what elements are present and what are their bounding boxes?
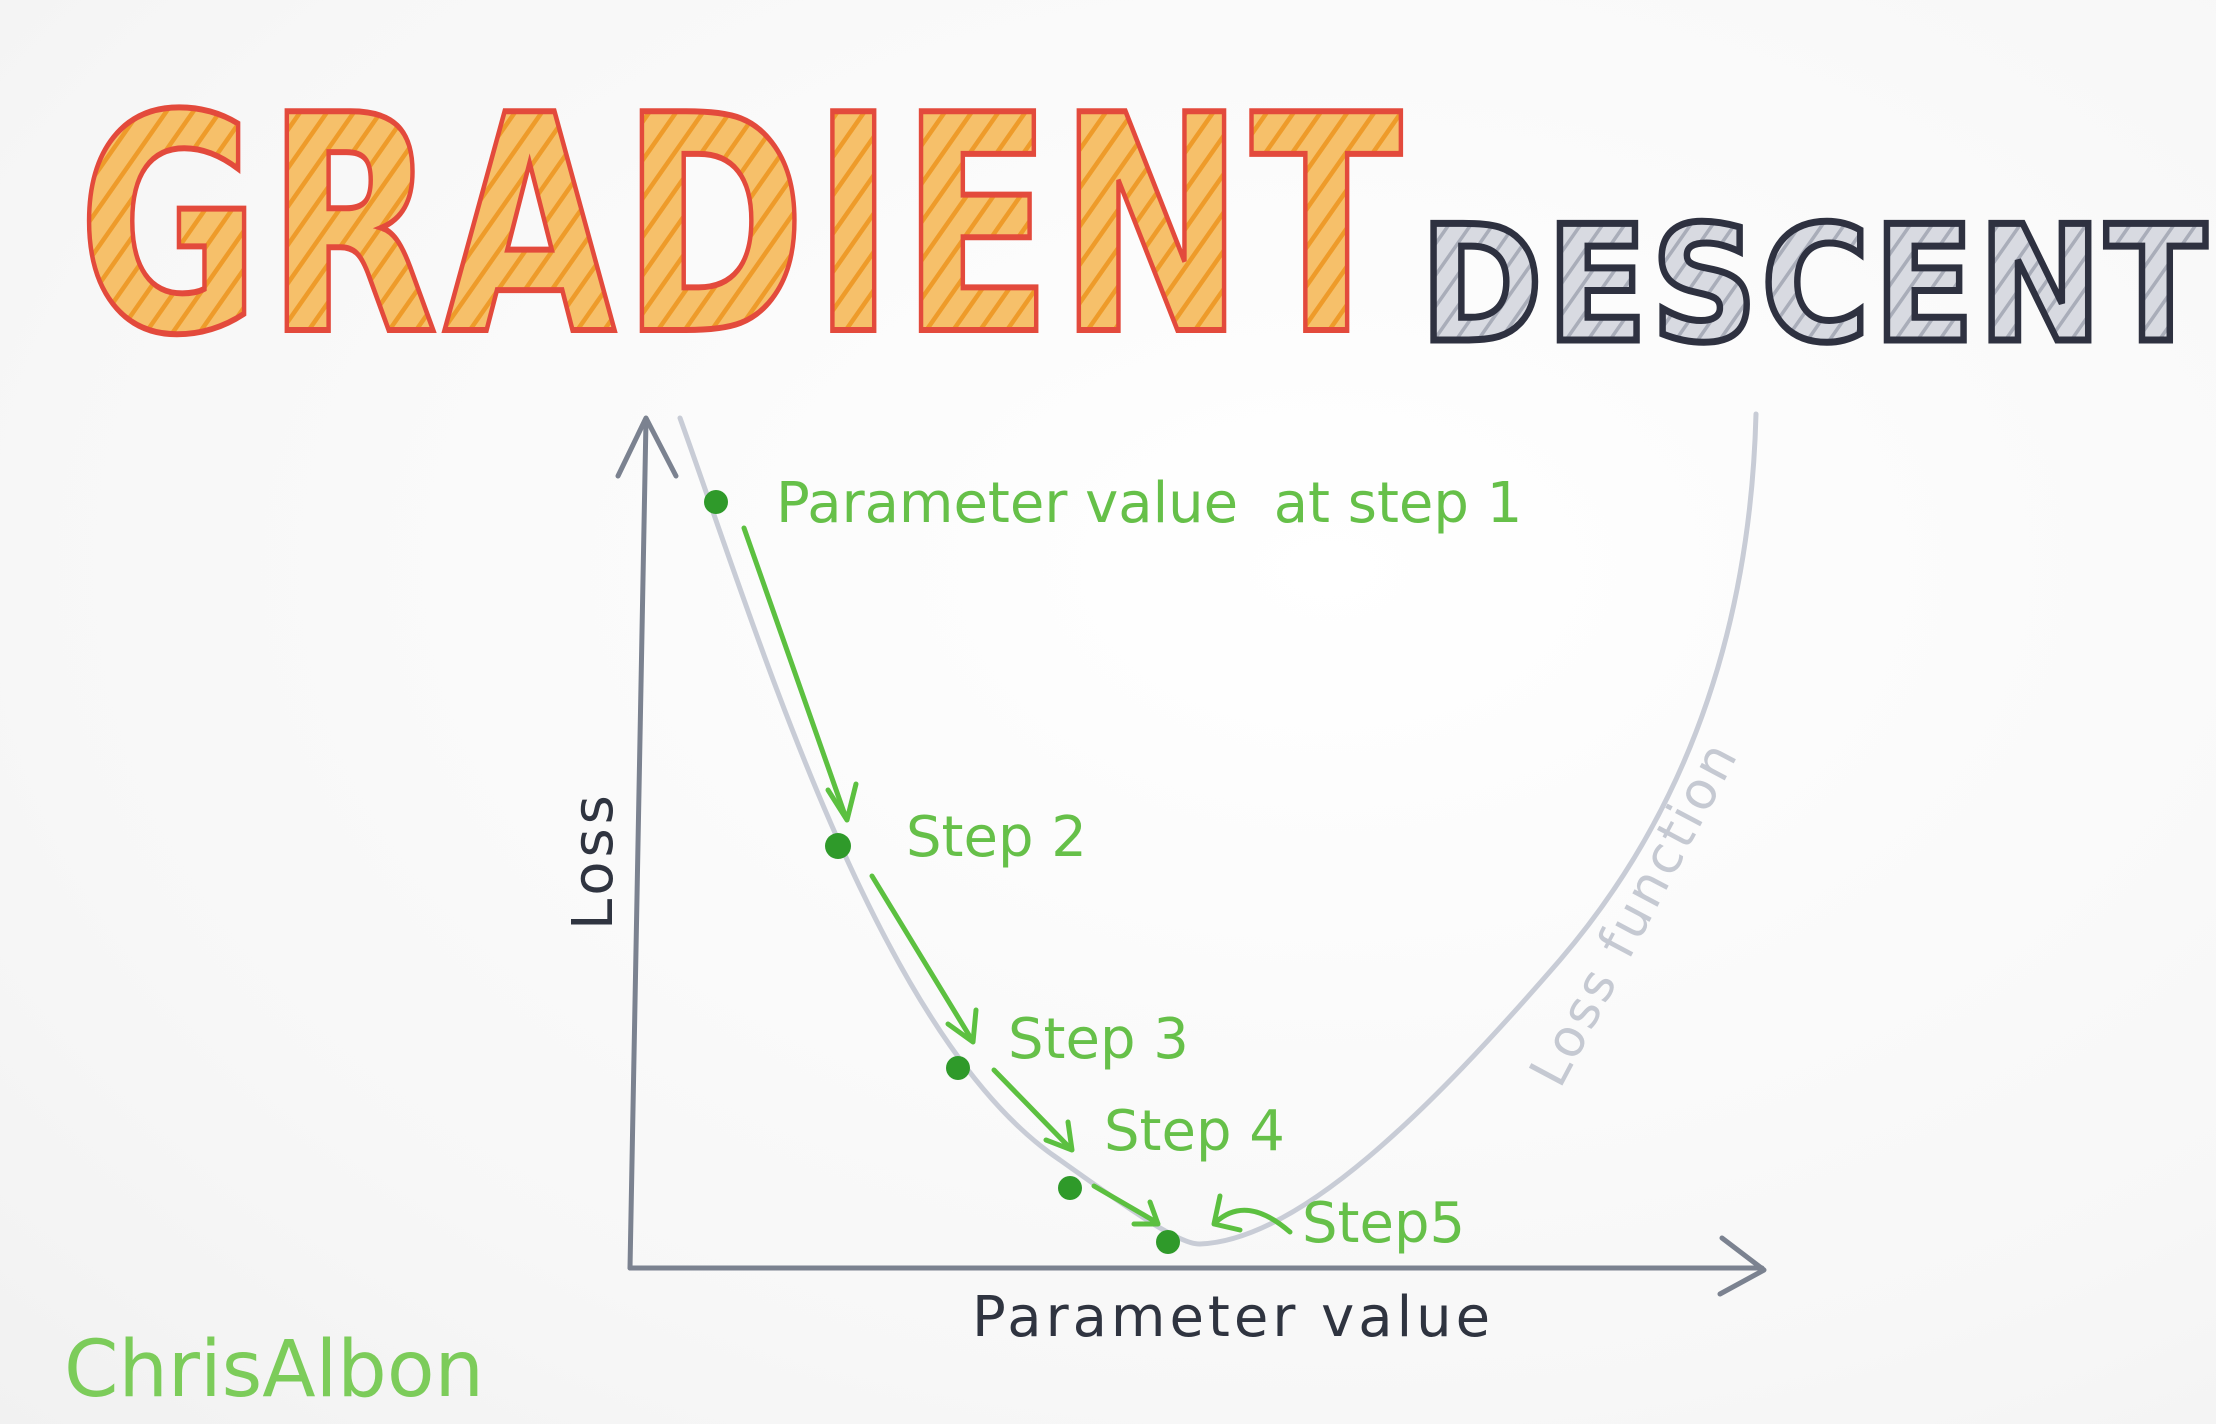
title-gradient: GRADIENT xyxy=(78,52,1408,401)
arrow-step2-to-step3-head xyxy=(945,1007,979,1045)
arrow-step2-to-step3 xyxy=(869,873,975,1043)
loss-function-label: Loss function xyxy=(1519,731,1751,1096)
arrow-step3-to-step4-head xyxy=(1043,1119,1075,1153)
step-4-label: Step 4 xyxy=(1104,1099,1285,1164)
arrow-pointing-step5-head xyxy=(1211,1193,1243,1233)
arrow-step1-to-step2-head xyxy=(825,781,859,823)
x-axis-arrowhead xyxy=(1717,1235,1767,1297)
step-1-point xyxy=(704,490,728,514)
title-descent: DESCENT xyxy=(1420,191,2210,378)
step-3-label: Step 3 xyxy=(1008,1007,1189,1072)
arrow-pointing-step5 xyxy=(1213,1207,1293,1235)
step-3-point xyxy=(946,1056,970,1080)
step-5-label: Step5 xyxy=(1302,1191,1465,1256)
y-axis-label: Loss xyxy=(561,791,626,930)
arrow-step1-to-step2 xyxy=(741,525,849,821)
step-points xyxy=(704,490,1180,1254)
x-axis-label: Parameter value xyxy=(972,1285,1494,1350)
arrow-step3-to-step4 xyxy=(991,1067,1073,1151)
y-axis-line xyxy=(627,417,649,1271)
step-2-point xyxy=(825,833,851,859)
step-2-label: Step 2 xyxy=(906,805,1087,870)
step-arrows xyxy=(741,525,1293,1235)
y-axis-arrowhead xyxy=(615,415,679,479)
step-1-label: Parameter value at step 1 xyxy=(776,471,1522,536)
arrow-step4-to-step5-head xyxy=(1131,1199,1161,1227)
step-5-point xyxy=(1156,1230,1180,1254)
step-4-point xyxy=(1058,1176,1082,1200)
axes xyxy=(615,415,1767,1297)
arrow-step4-to-step5 xyxy=(1091,1183,1159,1225)
author-signature: ChrisAlbon xyxy=(64,1325,484,1415)
